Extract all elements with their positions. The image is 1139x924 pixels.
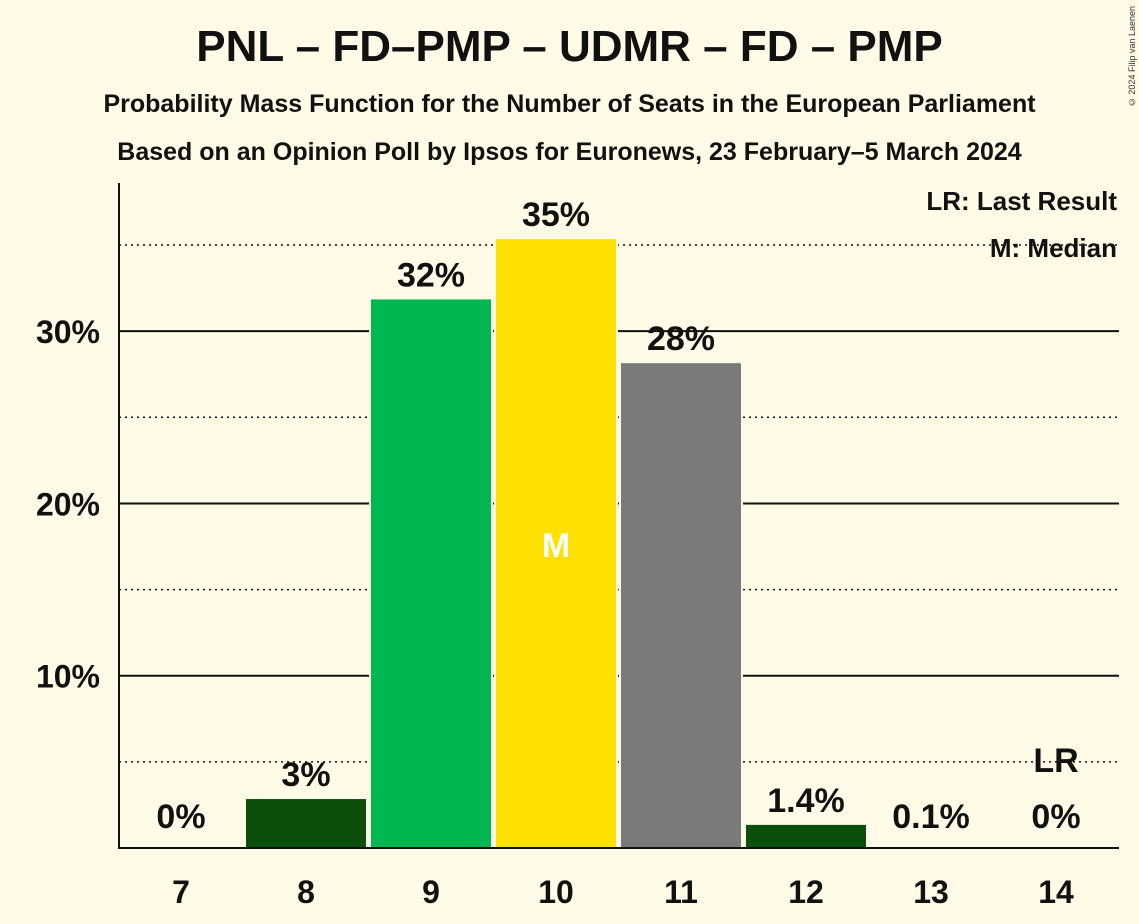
x-tick-label: 9 [422, 874, 440, 910]
value-label: 3% [281, 756, 330, 794]
bar-11 [619, 361, 743, 849]
bar-12 [744, 822, 868, 850]
value-label: 0% [156, 798, 205, 836]
value-label: 28% [647, 320, 715, 358]
x-tick-label: 8 [297, 874, 315, 910]
x-tick-label: 7 [172, 874, 190, 910]
legend-entry: LR: Last Result [926, 186, 1117, 216]
x-tick-label: 10 [538, 874, 574, 910]
chart-title: PNL – FD–PMP – UDMR – FD – PMP [196, 22, 943, 71]
x-tick-label: 11 [664, 874, 698, 910]
x-tick-label: 14 [1038, 874, 1074, 910]
chart-subtitle: Probability Mass Function for the Number… [103, 90, 1036, 118]
x-tick-label: 12 [788, 874, 824, 910]
value-label: 32% [397, 256, 465, 294]
legend-entry: M: Median [990, 233, 1117, 263]
last-result-marker: LR [1033, 742, 1078, 780]
value-label: 0.1% [892, 798, 970, 836]
value-label: 0% [1031, 798, 1080, 836]
median-marker: M [542, 527, 570, 565]
x-tick-label: 13 [913, 874, 949, 910]
value-label: 35% [522, 196, 590, 234]
y-tick-label: 30% [36, 314, 100, 350]
value-label: 1.4% [767, 782, 845, 820]
bar-8 [244, 797, 368, 850]
y-tick-label: 20% [36, 486, 100, 522]
bar-9 [369, 297, 493, 849]
chart-subtitle-source: Based on an Opinion Poll by Ipsos for Eu… [117, 138, 1022, 166]
y-tick-label: 10% [36, 659, 100, 695]
